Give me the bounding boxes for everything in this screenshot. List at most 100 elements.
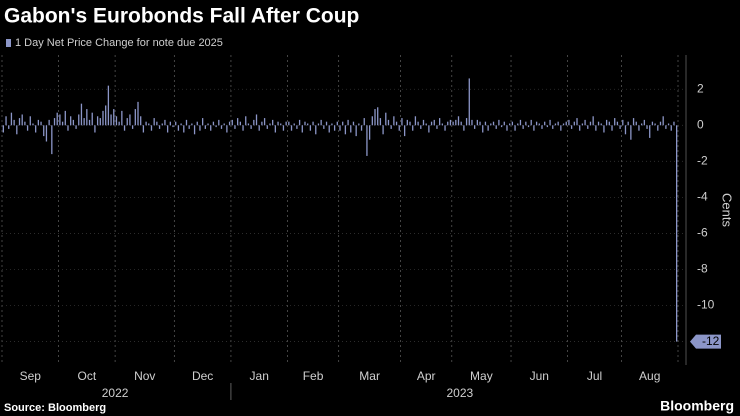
bar	[635, 121, 637, 126]
y-tick-label: -8	[697, 262, 708, 276]
bar	[490, 123, 492, 126]
bar	[312, 121, 314, 126]
bar	[581, 123, 584, 126]
bar	[51, 125, 53, 155]
bar	[43, 125, 45, 137]
bar	[347, 119, 349, 126]
bar	[61, 121, 64, 126]
x-tick-label: Sep	[20, 369, 42, 383]
bar	[67, 125, 69, 131]
bar	[293, 123, 295, 126]
bar	[191, 123, 193, 126]
bar	[105, 105, 107, 126]
legend-label: 1 Day Net Price Change for note due 2025	[15, 37, 223, 49]
bar	[352, 121, 355, 126]
bar	[309, 125, 312, 131]
bar	[436, 125, 438, 129]
bar	[632, 118, 635, 126]
y-tick-label: 2	[697, 81, 704, 95]
bar	[13, 119, 15, 126]
bar	[2, 125, 4, 133]
bar	[94, 125, 96, 133]
bar	[441, 123, 443, 126]
bar	[325, 121, 328, 126]
bar	[210, 125, 212, 131]
bar	[433, 119, 435, 126]
year-label: 2022	[102, 386, 129, 400]
bar	[142, 125, 145, 133]
bar	[500, 125, 503, 128]
bar	[218, 119, 220, 126]
bar	[360, 125, 363, 131]
bar	[48, 119, 50, 126]
bar	[568, 119, 570, 126]
x-tick-label: Jul	[587, 369, 602, 383]
bar	[409, 121, 411, 126]
bar	[452, 121, 454, 126]
bar	[153, 118, 155, 126]
bar	[460, 121, 462, 126]
bar	[282, 125, 285, 131]
bar	[487, 125, 489, 131]
bar	[113, 109, 115, 126]
bar	[204, 125, 206, 129]
bar	[403, 125, 406, 137]
bar	[438, 118, 441, 126]
x-tick-label: Feb	[303, 369, 324, 383]
y-axis-label: Cents	[720, 193, 735, 227]
bar	[468, 78, 470, 126]
bar	[595, 125, 597, 131]
bar	[263, 118, 266, 126]
bar	[261, 121, 263, 126]
bar	[91, 112, 93, 126]
bar	[425, 123, 427, 126]
bar	[137, 101, 139, 126]
bar	[379, 118, 382, 126]
bar	[673, 121, 675, 126]
bar	[320, 119, 322, 126]
x-tick-label: Oct	[78, 369, 97, 383]
bar	[307, 123, 309, 126]
x-tick-label: May	[470, 369, 493, 383]
x-tick-label: Apr	[417, 369, 436, 383]
bar	[26, 125, 29, 131]
bar	[70, 116, 72, 126]
bar	[8, 125, 10, 129]
bar	[374, 109, 376, 126]
bar	[35, 125, 37, 133]
bar	[530, 119, 532, 126]
chart-title: Gabon's Eurobonds Fall After Coup	[4, 5, 359, 28]
bar	[560, 125, 562, 131]
bar	[417, 121, 419, 126]
bar	[215, 125, 217, 128]
bar	[657, 125, 659, 131]
bar	[509, 123, 511, 126]
bar	[401, 118, 403, 126]
bar	[527, 125, 530, 128]
bar	[277, 121, 279, 126]
bar	[223, 123, 225, 126]
bar	[126, 118, 128, 126]
bar	[64, 110, 66, 126]
bar	[670, 125, 672, 131]
bar	[514, 125, 516, 131]
bar	[301, 125, 303, 133]
bar	[110, 114, 112, 126]
bar	[428, 125, 430, 133]
bar	[377, 107, 379, 126]
bar	[474, 125, 476, 129]
bar	[317, 123, 320, 126]
bar	[651, 121, 654, 126]
bar	[465, 118, 468, 126]
bar	[331, 123, 333, 126]
x-tick-label: Mar	[359, 369, 380, 383]
bar	[519, 119, 522, 126]
bar	[406, 119, 408, 126]
bar	[643, 119, 645, 126]
bar	[393, 116, 395, 126]
bar	[193, 125, 196, 135]
bar	[479, 121, 481, 126]
bar	[579, 125, 581, 131]
bar	[455, 119, 457, 126]
